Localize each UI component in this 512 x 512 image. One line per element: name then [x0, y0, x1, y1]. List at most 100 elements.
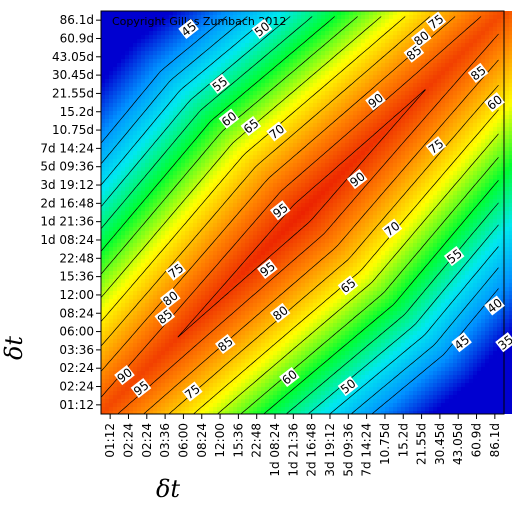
heatmap-cell	[429, 187, 434, 192]
heatmap-cell	[293, 135, 298, 140]
heatmap-cell	[221, 143, 226, 148]
heatmap-cell	[233, 31, 238, 36]
heatmap-cell	[189, 183, 194, 188]
heatmap-cell	[433, 111, 438, 116]
heatmap-cell	[493, 147, 498, 152]
heatmap-cell	[281, 195, 286, 200]
heatmap-cell	[369, 199, 374, 204]
heatmap-cell	[209, 79, 214, 84]
heatmap-cell	[457, 119, 462, 124]
heatmap-cell	[397, 75, 402, 80]
heatmap-cell	[137, 199, 142, 204]
heatmap-cell	[117, 123, 122, 128]
heatmap-cell	[129, 11, 134, 16]
heatmap-cell	[389, 31, 394, 36]
heatmap-cell	[389, 187, 394, 192]
heatmap-cell	[261, 83, 266, 88]
heatmap-cell	[353, 27, 358, 32]
heatmap-cell	[321, 163, 326, 168]
heatmap-cell	[237, 123, 242, 128]
heatmap-cell	[465, 95, 470, 100]
heatmap-cell	[481, 23, 486, 28]
heatmap-cell	[213, 11, 218, 16]
heatmap-cell	[321, 195, 326, 200]
heatmap-cell	[349, 51, 354, 56]
heatmap-cell	[105, 63, 110, 68]
heatmap-cell	[337, 51, 342, 56]
heatmap-cell	[261, 111, 266, 116]
heatmap-cell	[477, 119, 482, 124]
heatmap-cell	[317, 135, 322, 140]
heatmap-cell	[509, 31, 512, 36]
heatmap-cell	[353, 111, 358, 116]
heatmap-cell	[393, 47, 398, 52]
heatmap-cell	[209, 75, 214, 80]
heatmap-cell	[489, 31, 494, 36]
heatmap-cell	[389, 123, 394, 128]
heatmap-cell	[421, 135, 426, 140]
heatmap-cell	[209, 39, 214, 44]
heatmap-cell	[285, 111, 290, 116]
heatmap-cell	[477, 35, 482, 40]
heatmap-cell	[301, 191, 306, 196]
heatmap-cell	[129, 135, 134, 140]
heatmap-cell	[365, 147, 370, 152]
heatmap-cell	[217, 187, 222, 192]
heatmap-cell	[145, 199, 150, 204]
heatmap-cell	[217, 95, 222, 100]
heatmap-cell	[377, 87, 382, 92]
heatmap-cell	[509, 147, 512, 152]
heatmap-cell	[333, 131, 338, 136]
heatmap-cell	[385, 55, 390, 60]
heatmap-cell	[173, 99, 178, 104]
heatmap-cell	[297, 179, 302, 184]
heatmap-cell	[293, 127, 298, 132]
heatmap-cell	[325, 199, 330, 204]
heatmap-cell	[253, 179, 258, 184]
heatmap-cell	[325, 107, 330, 112]
heatmap-cell	[405, 39, 410, 44]
heatmap-cell	[257, 183, 262, 188]
heatmap-cell	[285, 167, 290, 172]
heatmap-cell	[361, 99, 366, 104]
heatmap-cell	[117, 95, 122, 100]
heatmap-cell	[253, 55, 258, 60]
heatmap-cell	[457, 11, 462, 16]
heatmap-cell	[333, 43, 338, 48]
heatmap-cell	[509, 163, 512, 168]
heatmap-cell	[273, 195, 278, 200]
heatmap-cell	[313, 131, 318, 136]
heatmap-cell	[293, 23, 298, 28]
heatmap-cell	[469, 143, 474, 148]
heatmap-cell	[277, 67, 282, 72]
heatmap-cell	[437, 111, 442, 116]
heatmap-cell	[361, 91, 366, 96]
heatmap-cell	[105, 79, 110, 84]
heatmap-cell	[105, 99, 110, 104]
heatmap-cell	[417, 123, 422, 128]
heatmap-cell	[101, 107, 106, 112]
heatmap-cell	[121, 83, 126, 88]
heatmap-cell	[489, 51, 494, 56]
heatmap-cell	[405, 83, 410, 88]
heatmap-cell	[137, 103, 142, 108]
heatmap-cell	[349, 167, 354, 172]
heatmap-cell	[445, 119, 450, 124]
heatmap-cell	[265, 39, 270, 44]
heatmap-cell	[301, 115, 306, 120]
heatmap-cell	[113, 123, 118, 128]
heatmap-cell	[377, 143, 382, 148]
heatmap-cell	[309, 67, 314, 72]
heatmap-cell	[433, 95, 438, 100]
heatmap-cell	[337, 11, 342, 16]
heatmap-cell	[269, 167, 274, 172]
heatmap-cell	[169, 11, 174, 16]
heatmap-cell	[209, 91, 214, 96]
heatmap-cell	[173, 199, 178, 204]
heatmap-cell	[125, 107, 130, 112]
heatmap-cell	[377, 11, 382, 16]
heatmap-cell	[297, 23, 302, 28]
heatmap-cell	[397, 175, 402, 180]
heatmap-cell	[237, 87, 242, 92]
heatmap-cell	[297, 83, 302, 88]
